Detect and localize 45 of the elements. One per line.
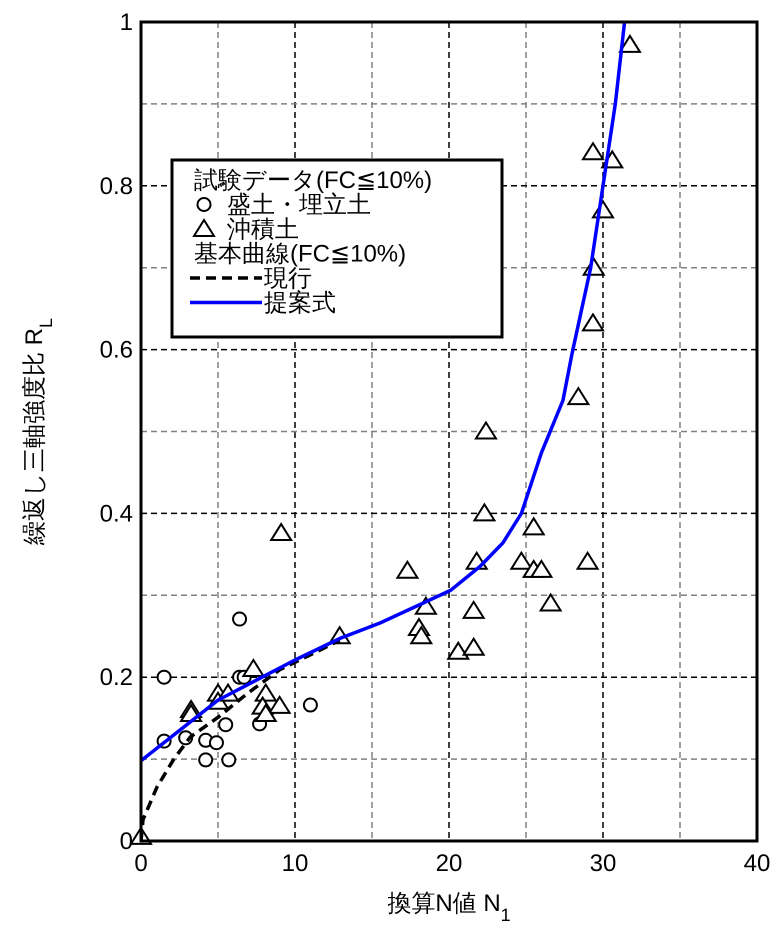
point [396,560,418,579]
point [582,313,604,332]
x-axis-title: 換算N値 N$_{1}$ [387,890,511,925]
y-tick-label: 0.6 [100,336,133,364]
point [232,612,248,627]
point [473,503,496,522]
point [447,642,470,660]
point [474,422,497,440]
point [410,626,432,644]
annotation: 基本曲線(FC≦10%) [194,240,406,268]
x-tick-label: 10 [282,850,308,877]
point [268,696,291,714]
point [218,717,234,732]
line-series [141,22,626,762]
y-tick-label: 0 [120,828,133,855]
x-tick-label: 30 [590,850,616,877]
point [156,670,172,685]
point [618,34,641,53]
point [242,659,264,678]
point [198,752,214,768]
x-tick-label: 20 [436,850,462,877]
point [510,552,532,570]
point [302,698,318,713]
legend-label: 沖積土 [227,216,299,243]
legend-label: 提案式 [264,290,336,316]
point [254,704,277,722]
y-tick-label: 1 [120,9,133,36]
point [208,735,224,750]
point [270,523,292,542]
legend-label: 盛土・埋立土 [227,192,371,218]
point [522,517,545,536]
x-tick-label: 40 [744,850,770,877]
point [254,684,277,702]
point [540,593,562,612]
point [462,638,485,656]
point [462,600,485,619]
point [221,752,236,768]
y-tick-label: 0.8 [100,172,133,200]
y-tick-label: 0.4 [100,500,133,528]
y-tick-label: 0.2 [100,664,133,692]
point [576,552,599,570]
point [567,387,590,406]
point [530,560,552,578]
legend-title: 試験データ(FC≦10%) [194,167,432,194]
point [582,142,604,160]
